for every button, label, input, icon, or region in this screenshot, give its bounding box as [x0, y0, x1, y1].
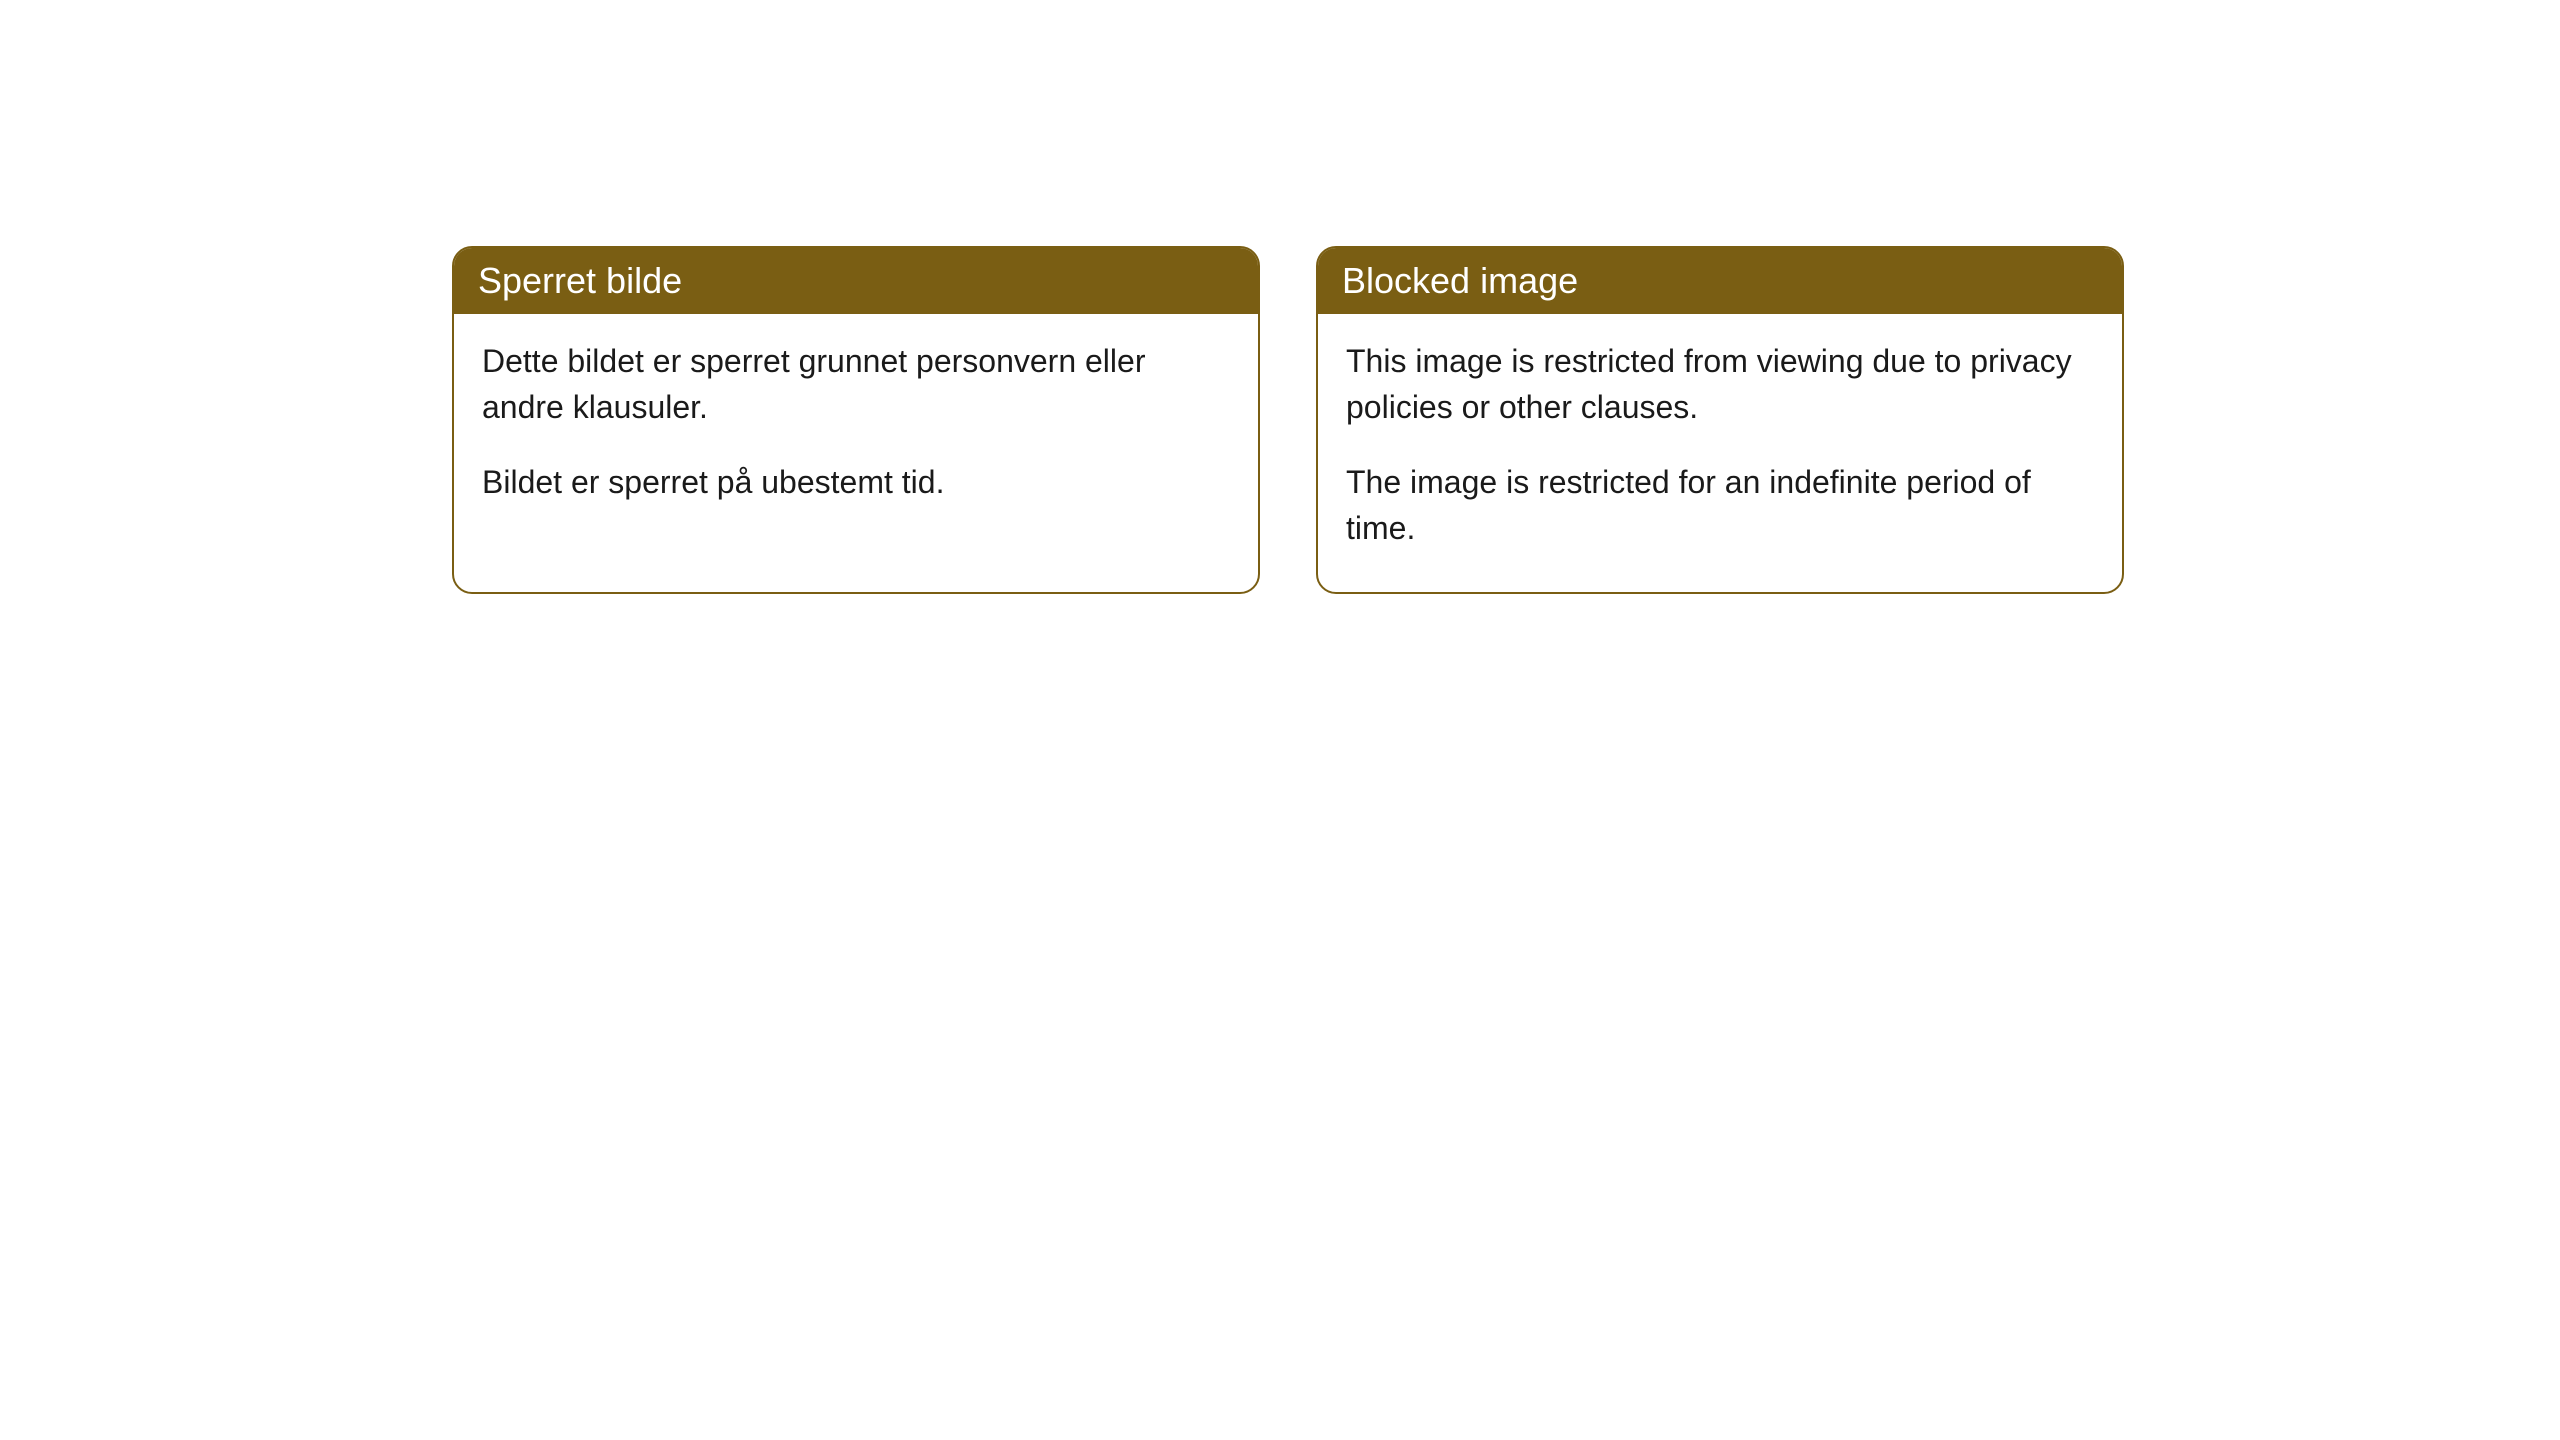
panel-title: Blocked image [1342, 260, 1578, 301]
blocked-image-panel-norwegian: Sperret bilde Dette bildet er sperret gr… [452, 246, 1260, 594]
panel-header-norwegian: Sperret bilde [454, 248, 1258, 314]
panel-paragraph-1: Dette bildet er sperret grunnet personve… [482, 338, 1230, 431]
panel-paragraph-2: The image is restricted for an indefinit… [1346, 459, 2094, 552]
panel-title: Sperret bilde [478, 260, 682, 301]
panel-header-english: Blocked image [1318, 248, 2122, 314]
panel-body-english: This image is restricted from viewing du… [1318, 314, 2122, 592]
blocked-image-panel-english: Blocked image This image is restricted f… [1316, 246, 2124, 594]
panel-body-norwegian: Dette bildet er sperret grunnet personve… [454, 314, 1258, 545]
panel-paragraph-2: Bildet er sperret på ubestemt tid. [482, 459, 1230, 505]
info-panels-container: Sperret bilde Dette bildet er sperret gr… [452, 246, 2124, 594]
panel-paragraph-1: This image is restricted from viewing du… [1346, 338, 2094, 431]
